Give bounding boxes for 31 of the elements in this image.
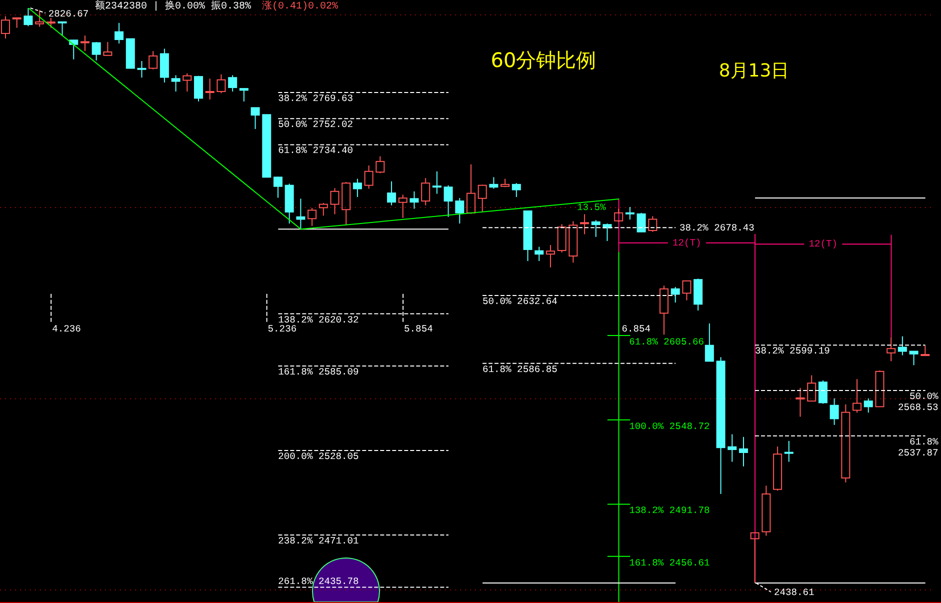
- ref-line-label: 50.0% 2568.53: [898, 390, 939, 412]
- ref-line-label: 238.2% 2471.01: [278, 534, 360, 546]
- annotation: 额2342380 | 换0.00% 振0.38%: [95, 0, 252, 12]
- annotation: 13.5%: [576, 202, 606, 214]
- ref-line-label: 161.8% 2456.61: [629, 556, 710, 568]
- annotation: 涨(0.41)0.02%: [262, 0, 338, 12]
- ref-line-label: 61.8% 2605.66: [629, 336, 704, 347]
- text: 60分钟比例: [490, 48, 596, 72]
- ref-line-label: 38.2% 2769.63: [278, 92, 354, 104]
- ref-line-label: 138.2% 2620.32: [278, 314, 360, 325]
- ref-line-label: 61.8% 2537.87: [898, 436, 939, 458]
- ref-line-label: 138.2% 2491.78: [629, 504, 710, 516]
- ref-line-label: 161.8% 2585.09: [278, 366, 360, 377]
- annotation: 2826.67: [48, 8, 89, 20]
- ref-line-label: 261.8% 2435.78: [278, 576, 360, 587]
- annotation: 2438.61: [774, 587, 815, 598]
- annotation: 12(T): [672, 237, 702, 248]
- ref-line-label: 61.8% 2586.85: [482, 363, 558, 374]
- annotation: 4.236: [52, 323, 82, 334]
- ref-line-label: 50.0% 2752.02: [278, 118, 354, 130]
- ref-line-label: 200.0% 2528.05: [278, 450, 360, 462]
- annotation: 5.236: [268, 323, 297, 334]
- ref-line-label: 50.0% 2632.64: [482, 296, 558, 306]
- annotation: 6.854: [622, 323, 651, 334]
- annotation: 12(T): [808, 238, 838, 250]
- ref-line-label: 100.0% 2548.72: [629, 420, 710, 432]
- ref-line-label: 38.2% 2678.43: [680, 222, 755, 234]
- ref-line-label: 61.8% 2734.40: [278, 144, 354, 156]
- text: 8月13日: [718, 60, 790, 82]
- annotation: 5.854: [404, 323, 434, 334]
- ref-line-label: 38.2% 2599.19: [755, 345, 830, 356]
